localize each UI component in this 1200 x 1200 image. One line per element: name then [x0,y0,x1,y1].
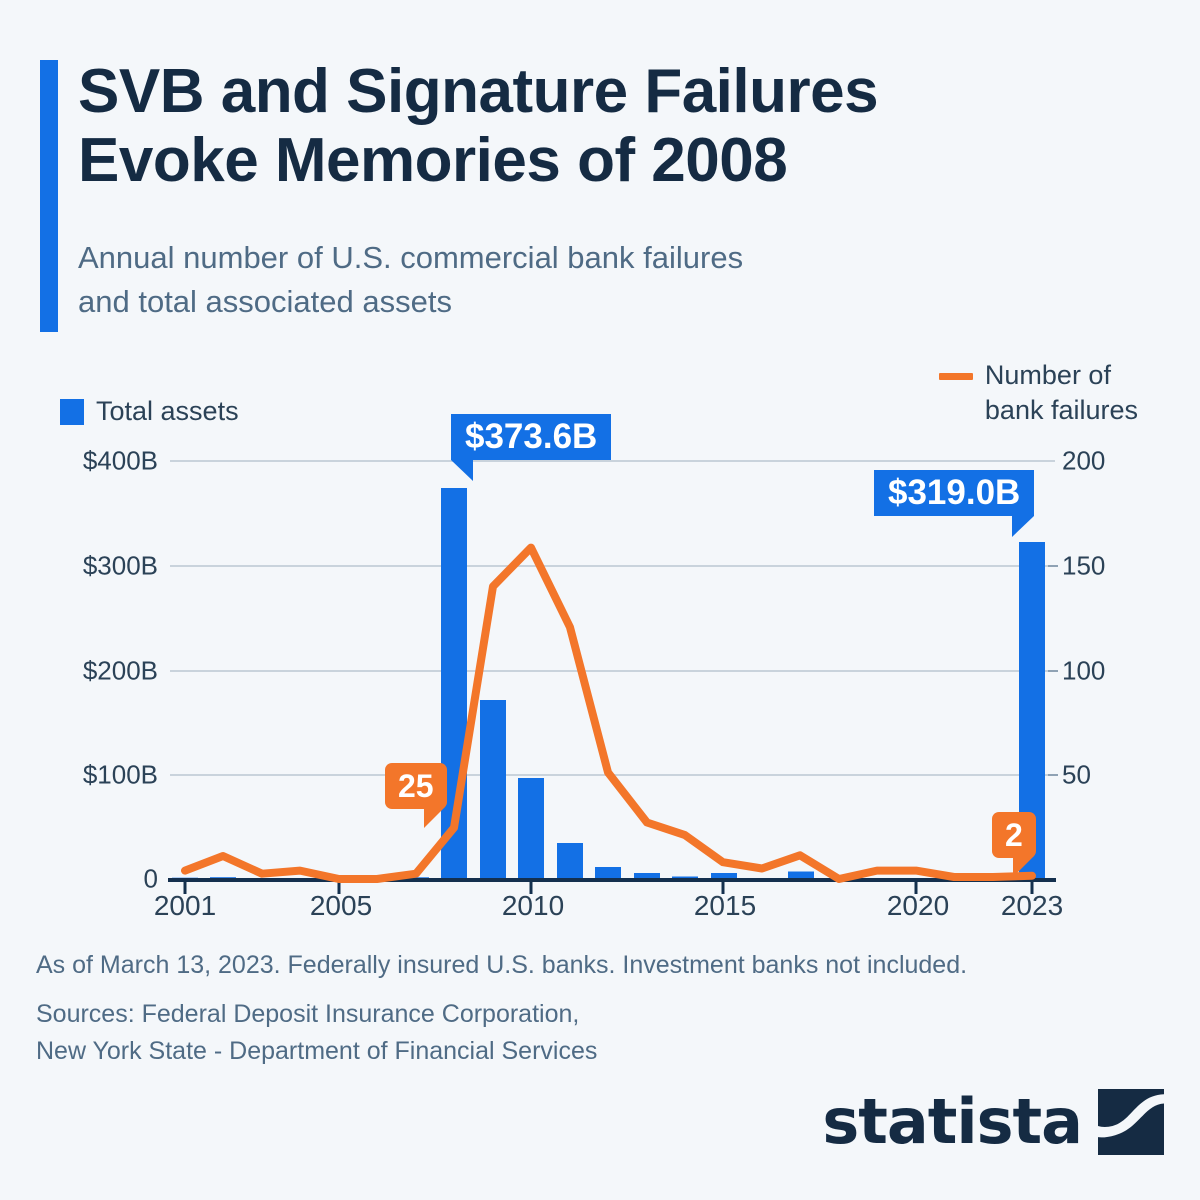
y-tick-right-50: 50 [1062,759,1091,790]
line-bank-failures [181,543,1036,883]
callout-tail-icon [451,460,473,481]
page-title-line1: SVB and Signature Failures [78,57,879,126]
x-tick-2023: 2023 [1000,890,1064,921]
bars-total-assets [172,488,1045,880]
sources-line1: Sources: Federal Deposit Insurance Corpo… [36,1000,580,1028]
y-tick-left-200: $200B [82,655,158,686]
y-tick-left-100: $100B [82,759,158,790]
callout-failures-2023-label: 2 [1005,816,1023,853]
accent-bar [40,60,58,332]
x-tick-2001: 2001 [153,890,217,921]
sources: Sources: Federal Deposit Insurance Corpo… [36,996,1036,1070]
y-tick-right-200: 200 [1062,445,1106,476]
legend-bank-failures-label-line1: Number of [984,360,1111,390]
page-subtitle-line2: and total associated assets [78,284,452,320]
footnote: As of March 13, 2023. Federally insured … [36,951,968,979]
x-tick-2005: 2005 [309,890,373,921]
callout-failures-2008: 25 [385,763,447,828]
x-tick-2015: 2015 [693,890,757,921]
y-tick-right-150: 150 [1062,550,1106,581]
y-tick-right-100: 100 [1062,655,1106,686]
legend-bank-failures: Number of bank failures [938,358,1138,428]
callout-failures-2023: 2 [992,812,1036,877]
legend-line-icon [938,373,973,380]
callout-assets-2008: $373.6B [451,414,612,481]
statista-logo[interactable]: statista [822,1085,1164,1158]
legend-total-assets: Total assets [60,396,239,427]
page-title-line2: Evoke Memories of 2008 [78,125,788,195]
legend-swatch-icon [60,398,84,425]
page-subtitle-line1: Annual number of U.S. commercial bank fa… [78,240,744,275]
x-axis-ticks [183,880,1034,894]
callout-tail-icon [423,807,445,828]
y-tick-left-300: $300B [82,550,158,581]
y-tick-left-0: 0 [143,863,158,894]
statista-mark-icon [1098,1088,1164,1155]
y-tick-left-400: $400B [82,445,158,476]
statista-wordmark: statista [822,1085,1083,1158]
x-tick-2010: 2010 [501,890,565,921]
page-subtitle: Annual number of U.S. commercial bank fa… [78,236,1088,324]
x-tick-2020: 2020 [886,890,950,921]
legend-bank-failures-label-line2: bank failures [984,395,1138,426]
y-axis-right-ticks [1048,565,1058,776]
legend-bank-failures-label: Number of bank failures [985,358,1138,428]
legend-total-assets-label: Total assets [96,396,239,426]
callout-assets-2023-label: $319.0B [888,473,1021,512]
callout-assets-2008-label: $373.6B [465,417,598,456]
callout-tail-icon [1012,516,1035,537]
page-title: SVB and Signature Failures Evoke Memorie… [78,57,1088,196]
sources-line2: New York State - Department of Financial… [36,1037,598,1065]
callout-assets-2023: $319.0B [874,470,1035,537]
callout-tail-icon [1012,856,1034,877]
callout-failures-2008-label: 25 [398,767,434,804]
